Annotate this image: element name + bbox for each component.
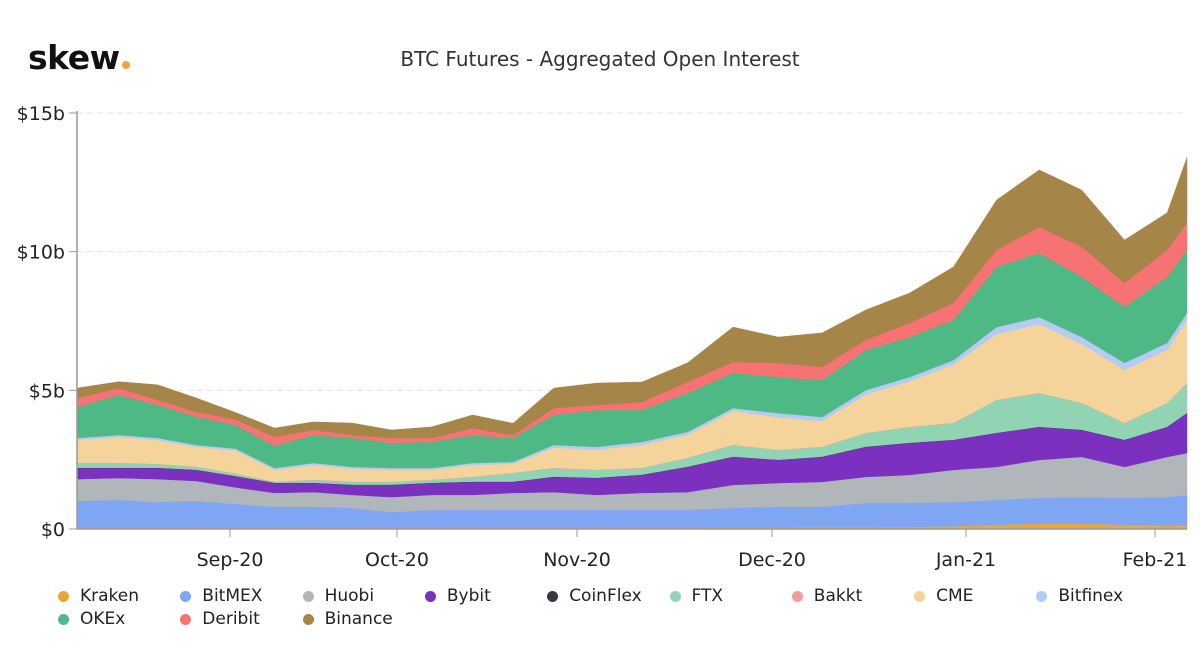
y-tick-label: $15b (17, 103, 65, 125)
x-tick-label: Dec-20 (738, 549, 806, 571)
legend-dot-icon (1036, 590, 1048, 602)
legend-dot-icon (669, 590, 681, 602)
legend-item-coinflex[interactable]: CoinFlex (547, 586, 642, 606)
x-tick-label: Nov-20 (543, 549, 611, 571)
legend-item-bakkt[interactable]: Bakkt (791, 586, 863, 606)
legend-label: Huobi (324, 586, 375, 606)
legend-dot-icon (180, 590, 192, 602)
legend-dot-icon (302, 590, 314, 602)
legend-label: Deribit (202, 609, 260, 629)
legend-item-bybit[interactable]: Bybit (424, 586, 491, 606)
legend-label: Binance (324, 609, 393, 629)
legend-dot-icon (424, 590, 436, 602)
legend-label: Bybit (446, 586, 491, 606)
legend-item-okex[interactable]: OKEx (58, 609, 125, 629)
legend-item-huobi[interactable]: Huobi (302, 586, 375, 606)
legend-dot-icon (302, 613, 314, 625)
x-tick-label: Jan-21 (935, 549, 996, 571)
skew-logo: skew (28, 38, 130, 77)
legend-label: CME (936, 586, 974, 606)
y-tick-label: $10b (17, 242, 65, 264)
legend-dot-icon (58, 590, 69, 602)
legend-item-bitmex[interactable]: BitMEX (180, 586, 262, 606)
legend-dot-icon (58, 613, 69, 625)
area-binance (76, 157, 1188, 439)
legend-dot-icon (180, 613, 192, 625)
legend-dot-icon (791, 590, 803, 602)
legend-item-deribit[interactable]: Deribit (180, 609, 260, 629)
legend-label: OKEx (80, 609, 126, 629)
legend-label: CoinFlex (569, 586, 642, 606)
logo-text: skew (28, 38, 120, 77)
x-tick-label: Sep-20 (197, 549, 264, 571)
legend-item-cme[interactable]: CME (914, 586, 973, 606)
legend-item-binance[interactable]: Binance (302, 609, 393, 629)
legend-label: FTX (691, 586, 724, 606)
legend-dot-icon (547, 590, 559, 602)
legend-item-kraken[interactable]: Kraken (58, 586, 139, 606)
legend-dot-icon (914, 590, 926, 602)
y-tick-label: $5b (29, 380, 65, 402)
legend-label: Kraken (80, 586, 140, 606)
x-tick-label: Oct-20 (365, 549, 429, 571)
chart-title: BTC Futures - Aggregated Open Interest (400, 47, 800, 71)
legend-label: Bitfinex (1058, 586, 1124, 606)
legend-item-bitfinex[interactable]: Bitfinex (1036, 586, 1123, 606)
legend-label: Bakkt (813, 586, 863, 606)
legend-item-ftx[interactable]: FTX (669, 586, 724, 606)
logo-dot (121, 61, 130, 69)
legend-label: BitMEX (202, 586, 263, 606)
y-tick-label: $0 (41, 519, 65, 541)
x-tick-label: Feb-21 (1123, 549, 1188, 571)
